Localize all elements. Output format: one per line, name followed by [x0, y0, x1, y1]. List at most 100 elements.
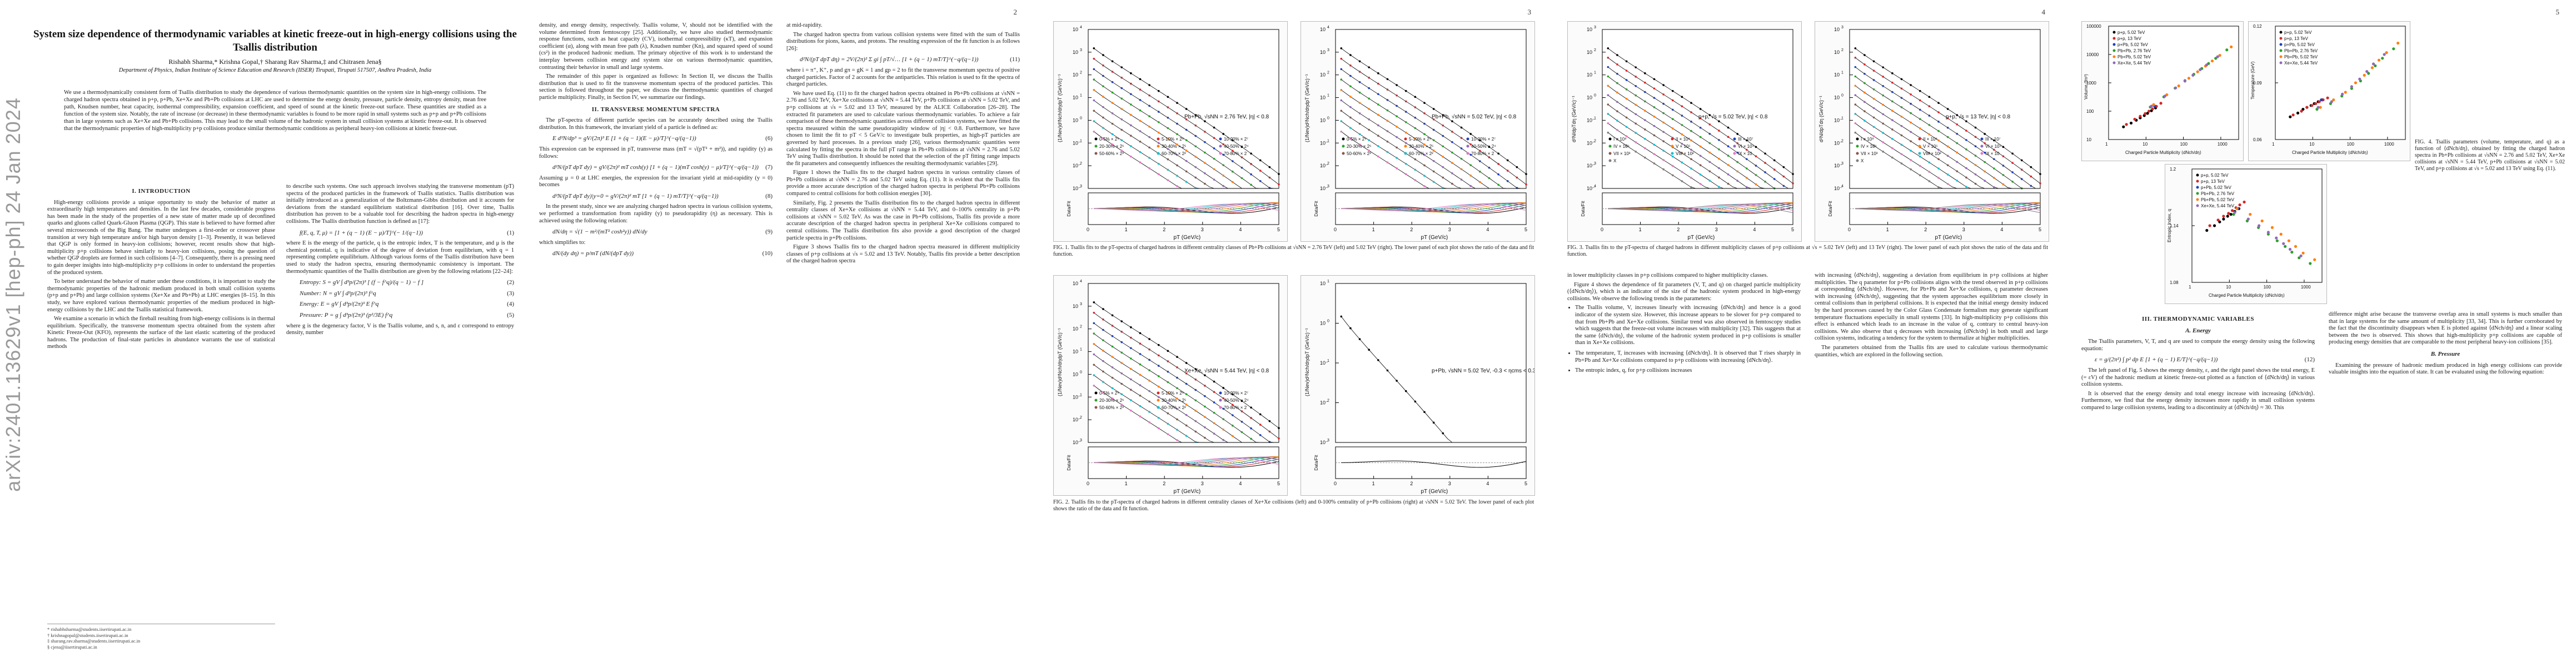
data-point: [1377, 82, 1379, 85]
data-point: [1130, 113, 1132, 116]
data-point: [2367, 72, 2370, 75]
data-point: [1891, 72, 1894, 74]
data-point: [1497, 183, 1499, 186]
data-point: [1232, 139, 1234, 142]
data-point: [1662, 131, 1665, 133]
paragraph: We have used Eq. (11) to fit the charged…: [786, 90, 1020, 167]
data-point: [1432, 139, 1435, 142]
data-point: [1718, 176, 1720, 179]
data-point: [1479, 160, 1481, 162]
data-point: [1213, 126, 1215, 129]
data-point: [1396, 126, 1398, 128]
x-tick-label: 5: [1524, 481, 1527, 486]
data-point: [1358, 60, 1361, 63]
observation-list: The Tsallis volume, V, increases linearl…: [1567, 305, 1801, 374]
data-point: [2385, 51, 2388, 54]
data-point: [2288, 247, 2292, 251]
data-point: [1130, 399, 1132, 401]
y-axis-label: (1/Nev)d²Nch/dηdpT (GeV/c)⁻¹: [1304, 328, 1310, 396]
paragraph: The remainder of this paper is organized…: [539, 73, 773, 101]
data-point: [1708, 151, 1711, 154]
data-point: [1956, 151, 1959, 154]
y-tick-label: 10: [1073, 371, 1078, 377]
page-5: 5 1 10 100 1000 10 100 1000 10000 100000 Charged …: [2076, 0, 2576, 667]
data-point: [1681, 171, 1683, 173]
data-point: [1442, 432, 1444, 435]
data-point: [1900, 116, 1903, 118]
data-point: [1157, 416, 1160, 419]
paragraph: This expression can be expressed in pT, …: [539, 146, 773, 160]
data-point: [1607, 131, 1610, 134]
data-point: [1259, 180, 1262, 182]
data-point: [1157, 365, 1160, 367]
fit-curve: [1855, 132, 2040, 189]
y-tick-exponent: 0: [1327, 320, 1329, 323]
section-heading-intro: I. INTRODUCTION: [132, 188, 191, 195]
data-point: [2279, 232, 2283, 236]
y-tick-label: 10⁻: [1320, 360, 1328, 366]
y-axis-label: (1/Nev)d²Nch/dηdpT (GeV/c)⁻¹: [1057, 328, 1063, 396]
data-point: [1148, 126, 1150, 128]
y-axis-label: d²N/dpTdη (GeV/c)⁻¹: [1818, 96, 1824, 142]
legend-label: p+p, 5.02 TeV: [2284, 30, 2312, 35]
y-tick-exponent: 1: [1841, 116, 1843, 120]
data-point: [1111, 122, 1114, 125]
data-point: [1882, 113, 1884, 116]
data-point: [1349, 106, 1352, 108]
data-point: [1956, 180, 1959, 182]
data-point: [1946, 173, 1949, 176]
data-point: [1222, 439, 1224, 441]
data-point: [1213, 178, 1215, 181]
data-point: [1755, 174, 1757, 176]
data-point: [1864, 63, 1866, 66]
data-point: [1194, 114, 1197, 116]
data-point: [1671, 89, 1674, 92]
ratio-series: [1855, 204, 2041, 213]
x-tick-label: 5: [1277, 227, 1280, 232]
legend-marker: [1671, 145, 1674, 148]
data-point: [1525, 183, 1527, 186]
legend-label: X: [1613, 158, 1617, 163]
y-tick-exponent: 3: [1080, 48, 1082, 52]
data-point: [2020, 159, 2023, 162]
data-point: [1432, 108, 1435, 110]
data-point: [1185, 139, 1188, 142]
y-tick-label: 10: [1073, 349, 1078, 355]
arxiv-stamp: arXiv:2401.13629v1 [hep-ph] 24 Jan 2024: [2, 97, 24, 492]
legend-marker: [1157, 152, 1160, 155]
data-point: [1102, 96, 1104, 98]
data-point: [1167, 422, 1169, 425]
data-point: [1432, 160, 1435, 162]
data-point: [1368, 97, 1370, 100]
x-tick-label: 5: [1524, 227, 1527, 232]
y-tick-exponent: 3: [1080, 302, 1082, 306]
data-point: [1130, 409, 1132, 412]
data-point: [1157, 344, 1160, 346]
y-tick-exponent: 3: [1327, 439, 1329, 442]
data-point: [1259, 424, 1262, 426]
data-point: [1625, 88, 1628, 91]
data-point: [1699, 173, 1702, 176]
data-point: [1993, 139, 1995, 142]
data-point: [1872, 88, 1875, 91]
data-point: [1864, 72, 1866, 75]
data-point: [1653, 78, 1656, 81]
data-point: [1213, 147, 1215, 150]
x-tick-label: 10: [2142, 142, 2148, 147]
data-point: [1635, 76, 1637, 78]
data-point: [1377, 124, 1379, 127]
legend-marker: [1733, 137, 1736, 141]
data-point: [1414, 179, 1417, 181]
data-point: [1185, 435, 1188, 437]
data-point: [1919, 127, 1921, 130]
y-tick-exponent: 1: [1327, 359, 1329, 363]
data-point: [2363, 73, 2366, 77]
x-tick-label: 2: [1163, 227, 1165, 232]
y-tick-exponent: 1: [1080, 393, 1082, 397]
data-point: [1176, 418, 1178, 421]
data-point: [1396, 84, 1398, 86]
data-point: [1864, 101, 1866, 103]
legend-marker: [1466, 145, 1469, 148]
data-point: [2260, 219, 2264, 223]
data-point: [2326, 96, 2329, 99]
